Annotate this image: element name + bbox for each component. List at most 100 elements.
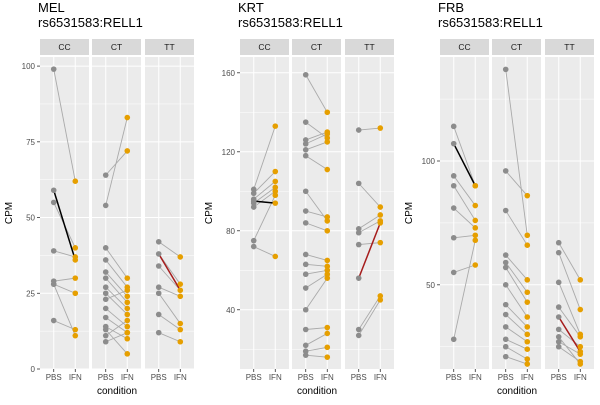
ifn-point	[472, 232, 479, 239]
pbs-point	[50, 66, 57, 72]
pair-line	[105, 320, 128, 337]
pbs-point	[302, 137, 309, 143]
pbs-point	[250, 243, 257, 250]
y-tick-label: 160	[222, 69, 236, 78]
y-tick-label: 40	[226, 306, 235, 315]
pbs-point	[102, 257, 109, 263]
pair-line	[558, 329, 581, 348]
pbs-point	[502, 66, 509, 73]
facet-ct: CT PBS IFN	[292, 39, 341, 382]
y-tick-label: 75	[26, 138, 35, 147]
ifn-point	[524, 314, 531, 320]
pbs-point	[302, 251, 309, 258]
ifn-point	[524, 324, 531, 330]
chart-title: MEL	[38, 0, 65, 15]
pbs-point	[355, 326, 362, 333]
ifn-point	[124, 293, 131, 300]
pair-line	[158, 332, 181, 343]
pbs-point	[450, 336, 457, 343]
pbs-point	[250, 200, 257, 206]
facet-panel	[145, 57, 194, 369]
pair-line	[305, 354, 328, 358]
pbs-point	[102, 290, 109, 297]
pbs-point	[555, 326, 562, 333]
ifn-point	[324, 271, 331, 278]
pbs-point	[502, 353, 509, 360]
pbs-point	[555, 343, 562, 350]
pbs-point	[302, 119, 309, 125]
pair-line	[53, 277, 76, 282]
pbs-point	[302, 348, 309, 355]
facet-panel	[292, 57, 341, 369]
ifn-point	[124, 148, 131, 154]
pbs-point	[555, 239, 562, 246]
pbs-point	[302, 188, 309, 195]
ifn-point	[72, 326, 79, 333]
ifn-point	[524, 356, 531, 362]
ifn-point	[577, 351, 584, 357]
facet-strip	[40, 39, 89, 55]
pair-line	[105, 259, 128, 288]
pbs-point	[355, 229, 362, 236]
pair-line	[505, 346, 528, 360]
pbs-point	[102, 305, 109, 312]
chart-subtitle: rs6531583:RELL1	[238, 15, 343, 30]
pbs-point	[355, 241, 362, 248]
pair-line	[453, 264, 476, 273]
pbs-point	[502, 301, 509, 308]
ifn-point	[524, 277, 531, 283]
pair-line	[558, 306, 581, 338]
pbs-point	[302, 342, 309, 349]
pair-line	[558, 282, 581, 335]
pair-line	[358, 127, 381, 131]
pair-line	[158, 265, 181, 291]
pbs-point	[155, 238, 162, 245]
pbs-point	[502, 264, 509, 271]
ifn-point	[577, 343, 584, 350]
ifn-point	[72, 178, 79, 184]
ifn-point	[324, 344, 331, 351]
pbs-point	[502, 311, 509, 318]
ifn-point	[377, 220, 384, 226]
pair-line	[253, 125, 276, 190]
ifn-point	[177, 326, 184, 333]
pbs-point	[155, 263, 162, 269]
ifn-point	[324, 227, 331, 234]
pbs-point	[102, 284, 109, 291]
ifn-point	[377, 239, 384, 246]
pbs-point	[450, 123, 457, 130]
facet-tt: TT PBS IFN	[545, 39, 594, 382]
pair-line	[305, 273, 328, 289]
pbs-point	[502, 252, 509, 258]
pair-line	[53, 250, 76, 258]
x-axis-label: condition	[97, 386, 137, 397]
ifn-point	[324, 214, 331, 220]
x-tick-label: IFN	[69, 373, 82, 382]
ifn-point	[272, 168, 279, 175]
pbs-point	[102, 338, 109, 345]
x-tick-label: PBS	[446, 373, 462, 382]
x-tick-label: PBS	[151, 373, 167, 382]
x-tick-label: PBS	[298, 373, 314, 382]
ifn-point	[472, 225, 479, 231]
pbs-point	[102, 326, 109, 333]
pbs-point	[302, 220, 309, 226]
facet-strip	[545, 39, 594, 55]
pair-line	[105, 332, 128, 343]
pbs-point	[50, 187, 57, 194]
pbs-point	[302, 352, 309, 358]
x-tick-label: IFN	[374, 373, 387, 382]
chart-subtitle: rs6531583:RELL1	[38, 15, 143, 30]
facet-cc: CC PBS IFN	[440, 39, 489, 382]
facet-strip-label: CT	[311, 42, 322, 52]
facet-panel	[345, 57, 394, 369]
ifn-point	[377, 293, 384, 299]
pbs-point	[355, 332, 362, 339]
facet-strip	[92, 39, 141, 55]
facet-panel	[240, 57, 289, 369]
pair-line	[305, 277, 328, 311]
ifn-point	[377, 297, 384, 303]
pbs-point	[302, 141, 309, 147]
pair-line	[105, 286, 128, 309]
y-tick-label: 0	[31, 365, 36, 374]
